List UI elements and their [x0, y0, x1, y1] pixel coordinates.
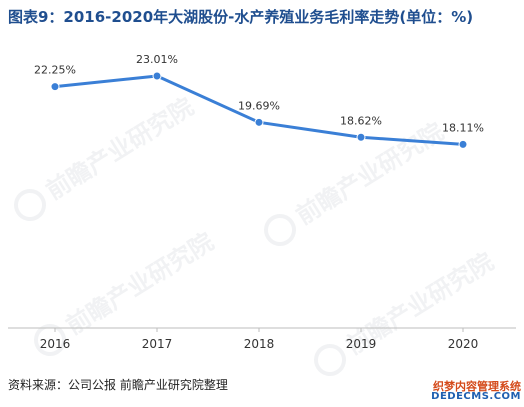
data-point	[152, 71, 162, 81]
watermark-brand-2: 前瞻产业研究院	[291, 117, 448, 230]
chart-title: 图表9：2016-2020年大湖股份-水产养殖业务毛利率走势(单位：%)	[8, 8, 474, 26]
data-label: 22.25%	[34, 64, 76, 77]
source-note: 资料来源：公司公报 前瞻产业研究院整理	[8, 378, 228, 392]
watermark-brand-1: 前瞻产业研究院	[41, 92, 198, 205]
x-tick-label: 2018	[244, 337, 275, 351]
data-point	[254, 117, 264, 127]
x-tick-label: 2020	[448, 337, 479, 351]
data-label: 23.01%	[136, 53, 178, 66]
data-label: 18.11%	[442, 121, 484, 134]
x-tick-label: 2016	[40, 337, 71, 351]
data-label: 19.69%	[238, 99, 280, 112]
x-tick-label: 2017	[142, 337, 173, 351]
corner-watermark-line2: DEDECMS.COM	[431, 391, 521, 402]
plot-area: 2016 2017 2018 2019 2020 22.25% 23.01% 19.69% 18…	[8, 53, 516, 351]
data-point	[356, 132, 366, 142]
corner-watermark: 织梦内容管理系统 DEDECMS.COM	[406, 378, 521, 404]
data-point	[458, 139, 468, 149]
data-point	[50, 82, 60, 92]
corner-watermark-line1: 织梦内容管理系统	[433, 380, 521, 393]
x-tick-label: 2019	[346, 337, 377, 351]
watermark-brand-3: 前瞻产业研究院	[61, 227, 218, 340]
data-label: 18.62%	[340, 114, 382, 127]
